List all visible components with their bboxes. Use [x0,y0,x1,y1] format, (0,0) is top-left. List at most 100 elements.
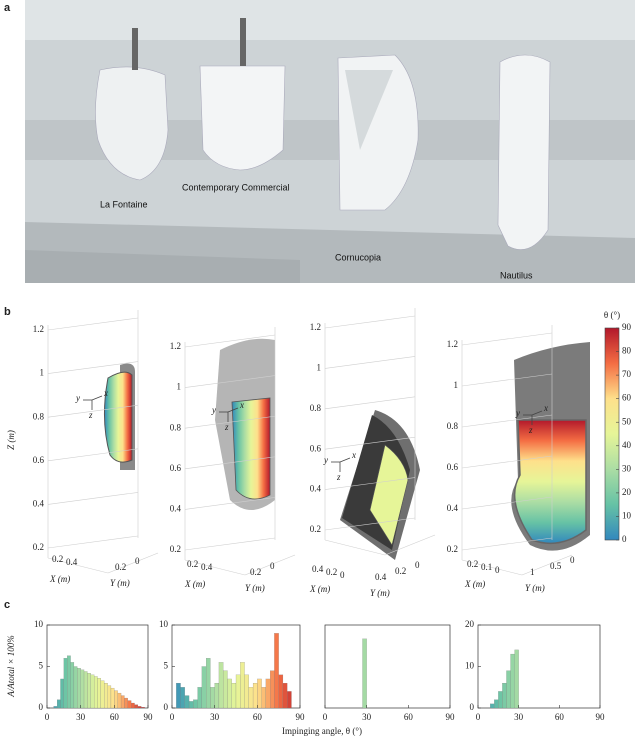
z-tick-label: 0.2 [310,524,321,534]
box-edge [107,552,159,574]
triad [339,457,351,463]
bar [498,691,503,709]
z-tick-label: 1.2 [33,324,44,334]
x-axis-label: X (m) [464,579,485,589]
z-tick-label: 0.2 [170,544,181,554]
colorbar-tick-label: 80 [622,346,632,356]
bar [244,674,249,709]
z-tick-label: 0.2 [447,544,458,554]
z-tick-label: 0.8 [447,421,459,431]
bar [514,649,519,709]
bar [90,674,95,709]
triad-label: y [75,393,80,403]
bar [188,701,194,709]
bar [120,695,125,709]
triad-label: z [336,472,341,482]
grid-line [47,404,139,418]
bar [141,707,145,709]
triad [91,395,103,401]
grid-line [184,375,276,388]
grid-line [461,373,553,387]
grid-line [324,477,416,490]
z-tick-label: 1 [454,380,459,390]
bar [77,668,81,709]
triad-label: y [323,455,328,465]
bar [104,682,108,709]
z-tick-label: 0.6 [447,462,459,472]
grid-line [324,517,416,531]
z-tick-label: 1.2 [310,322,321,332]
y-tick-label: 20 [465,619,475,629]
colorbar-tick-label: 0 [622,534,627,544]
y-tick-label: 0 [39,702,44,712]
x-tick-label: 0 [323,712,328,722]
y-axis-label: Y (m) [370,588,390,598]
bar [83,671,88,709]
z-tick-label: 0.6 [33,455,45,465]
y-tick-label: 10 [159,619,169,629]
bar [278,674,284,709]
panel-label: a [4,2,11,14]
bar [240,662,245,709]
z-tick-label: 0.4 [447,503,459,513]
colorbar-tick-label: 60 [622,393,632,403]
bar [502,682,507,709]
grid-line [47,317,139,331]
caption: Nautilus [500,270,533,280]
y-tick-label: 1 [530,567,535,577]
panel-label: b [4,306,11,318]
bar [80,669,85,709]
grid-line [184,537,276,551]
y-tick-label: 0 [570,555,575,565]
bar [67,655,71,709]
triad-label: z [88,410,93,420]
bar [124,697,128,709]
y-tick-label: 10 [34,619,44,629]
bar [201,666,207,709]
bar [287,691,292,709]
bar [248,687,254,709]
colorbar-tick-label: 20 [622,487,632,497]
y-tick-label: 0.5 [550,561,562,571]
bar [73,666,78,709]
x-tick-label: 60 [253,712,263,722]
x-tick-label: 90 [596,712,606,722]
grid-line [461,332,553,346]
bar [107,685,112,709]
y-tick-label: 0 [164,702,169,712]
bar [274,633,279,709]
x-tick-label: 30 [514,712,524,722]
z-tick-label: 0.8 [33,411,45,421]
bar [137,706,142,709]
triad-label: x [543,403,548,413]
x-tick-label: 0 [476,712,481,722]
x-tick-label: 30 [362,712,372,722]
grid-line [47,492,139,505]
bar [270,670,275,709]
colorbar-tick-label: 10 [622,511,632,521]
x-axis-label: X (m) [309,584,330,594]
bar [193,699,198,709]
y-tick-label: 0 [415,560,420,570]
axes-frame [477,624,601,709]
box-edge [521,554,573,576]
bar [252,682,258,709]
z-tick-label: 1.2 [170,341,181,351]
y-tick-label: 0 [470,702,475,712]
caption: La Fontaine [100,199,148,209]
caption: Contemporary Commercial [182,182,290,192]
grid-line [47,361,139,374]
x-axis-label: X (m) [49,574,70,584]
y-tick-label: 0.2 [395,566,406,576]
histograms: 0 30 60 90 0 5 10 0 30 60 90 0 5 10 0 30 60 90 0 30 60 90 0 10 2… [34,619,605,722]
bar [257,678,262,709]
bar [265,678,271,709]
x-tick-label: 90 [446,712,456,722]
box-edge [244,554,296,576]
box-edge [461,559,523,576]
grid-line [461,414,553,428]
x-tick-label: 60 [404,712,414,722]
grid-line [461,455,553,469]
triad-label: x [103,388,108,398]
